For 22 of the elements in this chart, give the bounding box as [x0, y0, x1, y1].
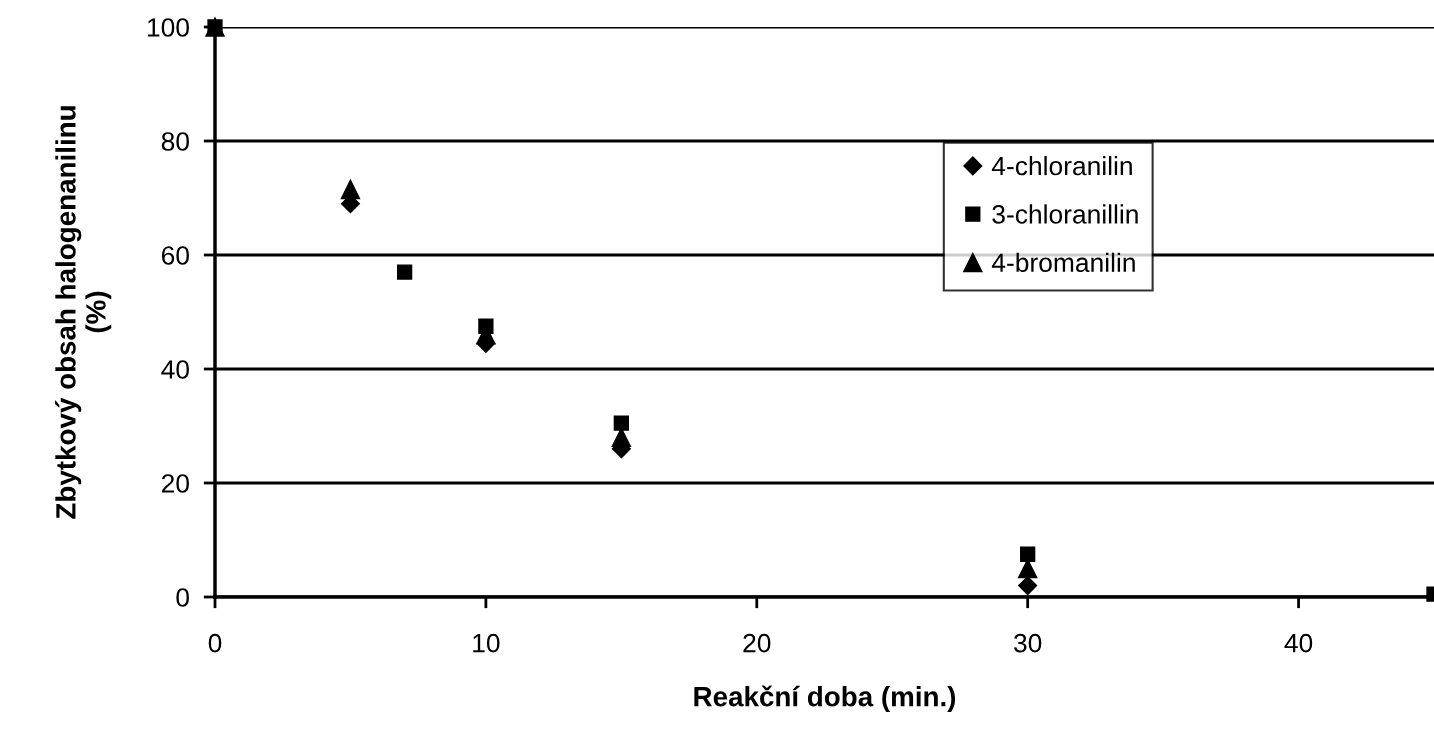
legend-label: 4-bromanilin	[991, 252, 1135, 273]
x-tick-label: 30	[1014, 633, 1042, 653]
x-tick-label: 20	[743, 633, 771, 653]
x-tick-label: 0	[208, 633, 222, 653]
y-tick-label: 40	[161, 360, 189, 379]
point	[1020, 546, 1036, 562]
point	[340, 179, 361, 200]
y-tick-label: 0	[176, 588, 189, 607]
legend-label: 3-chloranillin	[992, 204, 1138, 224]
point	[1018, 576, 1038, 596]
x-tick-label: 10	[473, 633, 500, 653]
legend-label: 4-chloranilin	[991, 155, 1132, 176]
point	[611, 427, 632, 448]
point	[613, 415, 629, 431]
y-tick-label: 20	[161, 474, 189, 493]
y-tick-label: 80	[161, 132, 189, 151]
y-tick-label: 60	[161, 246, 189, 265]
y-axis-title: Zbytkový obsah halogenanilinu (%)	[55, 106, 112, 519]
y-tick-label: 100	[147, 18, 189, 37]
x-tick-label: 40	[1284, 633, 1313, 653]
x-axis-title: Reakční doba (min.)	[694, 685, 956, 712]
point	[396, 264, 413, 280]
